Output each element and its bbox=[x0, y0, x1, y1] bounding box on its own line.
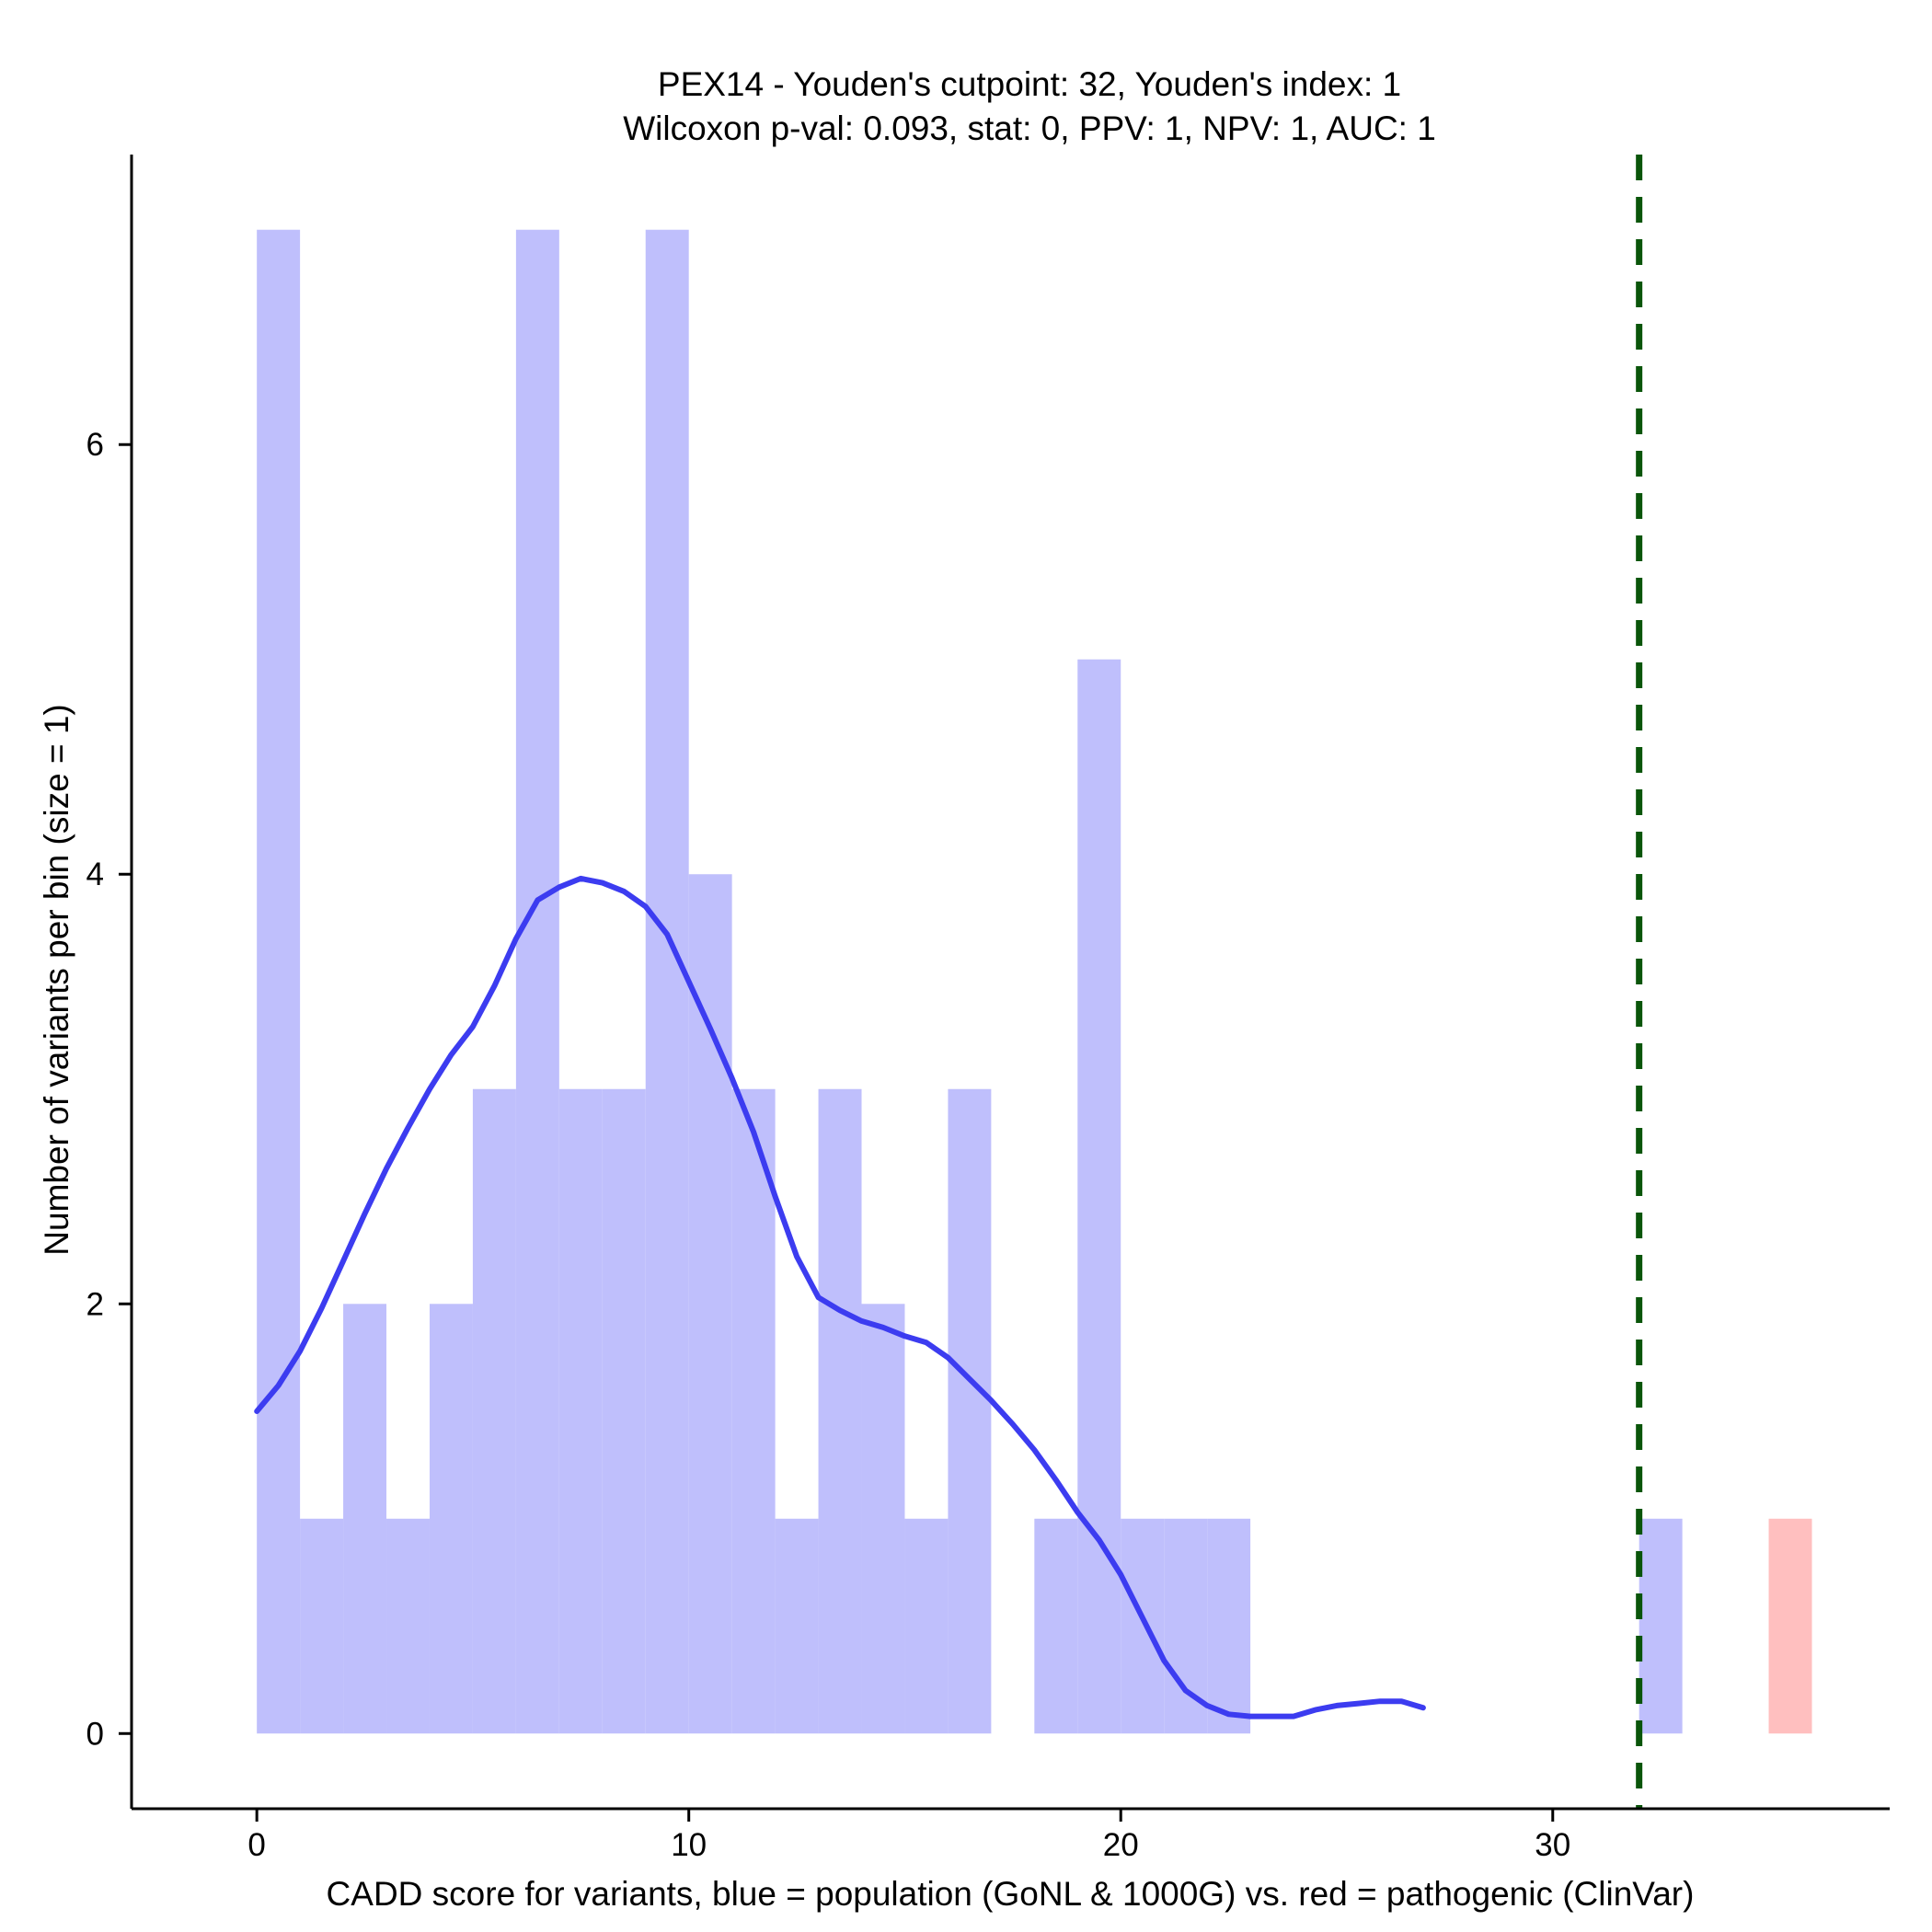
x-tick-label: 20 bbox=[1103, 1827, 1139, 1863]
population-bar-17 bbox=[1034, 1518, 1078, 1734]
y-axis-ticks: 0 2 4 6 bbox=[86, 427, 132, 1752]
population-bar-21 bbox=[1207, 1518, 1251, 1734]
y-tick-label: 0 bbox=[86, 1716, 104, 1752]
population-bar-10 bbox=[688, 874, 732, 1734]
population-bar-16 bbox=[948, 1088, 992, 1734]
y-tick-label: 2 bbox=[86, 1286, 104, 1322]
population-bar-13 bbox=[818, 1088, 862, 1734]
population-bar-1 bbox=[300, 1518, 344, 1734]
x-tick-label: 30 bbox=[1535, 1827, 1570, 1863]
population-bar-9 bbox=[645, 229, 689, 1734]
population-bar-8 bbox=[602, 1088, 646, 1734]
population-bar-22 bbox=[1639, 1518, 1683, 1734]
y-tick-label: 6 bbox=[86, 427, 104, 463]
population-bar-19 bbox=[1121, 1518, 1165, 1734]
population-bar-6 bbox=[515, 229, 559, 1734]
population-bar-4 bbox=[429, 1304, 473, 1734]
population-bar-3 bbox=[386, 1518, 430, 1734]
y-axis-label: Number of variants per bin (size = 1) bbox=[38, 704, 75, 1255]
chart-title: PEX14 - Youden's cutpoint: 32, Youden's … bbox=[658, 65, 1401, 103]
density-curve bbox=[254, 875, 1426, 1719]
x-axis-ticks: 0 10 20 30 bbox=[247, 1809, 1570, 1863]
y-tick-label: 4 bbox=[86, 857, 104, 892]
population-bar-11 bbox=[731, 1088, 776, 1734]
x-tick-label: 0 bbox=[247, 1827, 265, 1863]
population-bar-18 bbox=[1077, 659, 1121, 1734]
population-bar-5 bbox=[472, 1088, 516, 1734]
population-bar-7 bbox=[558, 1088, 603, 1734]
population-bar-2 bbox=[343, 1304, 387, 1734]
population-bar-14 bbox=[861, 1304, 905, 1734]
population-bar-0 bbox=[257, 229, 301, 1734]
population-bar-15 bbox=[904, 1518, 949, 1734]
population-bar-12 bbox=[775, 1518, 819, 1734]
x-tick-label: 10 bbox=[671, 1827, 707, 1863]
density-curve-layer bbox=[254, 875, 1426, 1719]
chart-subtitle: Wilcoxon p-val: 0.093, stat: 0, PPV: 1, … bbox=[623, 109, 1436, 147]
x-axis-label: CADD score for variants, blue = populati… bbox=[327, 1875, 1695, 1913]
histogram-bars bbox=[257, 229, 1812, 1734]
pathogenic-bar-0 bbox=[1768, 1518, 1812, 1734]
